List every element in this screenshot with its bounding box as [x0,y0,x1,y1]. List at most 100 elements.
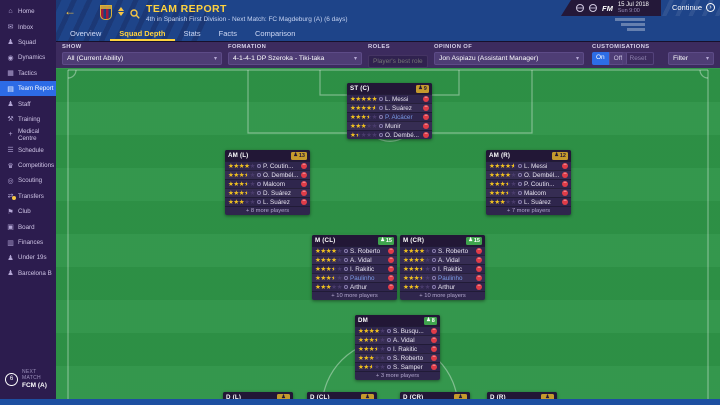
more-players-label[interactable]: + 10 more players [400,291,485,300]
player-name[interactable]: P. Coutin... [524,180,555,188]
player-name[interactable]: P. Coutin... [263,162,294,170]
player-name[interactable]: L. Suárez [524,198,551,206]
globe-icon[interactable] [576,4,584,12]
player-name[interactable]: Arthur [438,283,456,291]
remove-player-icon[interactable]: − [388,265,394,272]
sidebar-item-dynamics[interactable]: ◉ Dynamics [0,50,56,65]
remove-player-icon[interactable]: − [562,171,568,178]
back-button[interactable]: ← [64,4,76,18]
tab-facts[interactable]: Facts [218,29,237,38]
position-card-header[interactable]: AM (R) ♟ 12 [486,150,571,161]
position-card-header[interactable]: D (CR) ♟ [400,392,470,399]
position-card-header[interactable]: ST (C) ♟ 9 [347,83,432,94]
remove-player-icon[interactable]: − [431,327,437,334]
remove-player-icon[interactable]: − [562,162,568,169]
sidebar-item-finances[interactable]: ▥ Finances [0,235,56,250]
show-filter-dropdown[interactable]: All (Current Ability) ▾ [62,52,222,65]
search-icon[interactable] [130,6,140,24]
tab-comparison[interactable]: Comparison [254,29,296,38]
tab-squad-depth[interactable]: Squad Depth [110,27,174,41]
customisations-on-button[interactable]: On [592,52,609,65]
remove-player-icon[interactable]: − [301,162,307,169]
remove-player-icon[interactable]: − [476,256,482,263]
player-name[interactable]: L. Suárez [263,198,290,206]
remove-player-icon[interactable]: − [388,247,394,254]
remove-player-icon[interactable]: − [562,180,568,187]
formation-dropdown[interactable]: 4-1-4-1 DP Szeroka - Tiki-taka ▾ [228,52,362,65]
player-name[interactable]: S. Roberto [350,247,381,255]
profile-icon[interactable] [589,4,597,12]
player-name[interactable]: A. Vidal [438,256,460,264]
remove-player-icon[interactable]: − [476,265,482,272]
remove-player-icon[interactable]: − [423,131,429,138]
sidebar-item-scouting[interactable]: ◎ Scouting [0,173,56,188]
more-players-label[interactable]: + 10 more players [312,291,397,300]
continue-button[interactable]: Continue › [672,3,715,12]
position-card-header[interactable]: D (CL) ♟ [307,392,377,399]
sort-toggle-icon[interactable] [118,7,124,16]
remove-player-icon[interactable]: − [388,283,394,290]
position-card-header[interactable]: M (CR) ♟ 15 [400,235,485,246]
player-name[interactable]: I. Rakitic [393,345,418,353]
sidebar-item-schedule[interactable]: ☰ Schedule [0,143,56,158]
sidebar-item-transfers[interactable]: ⇄ Transfers [0,189,56,204]
player-name[interactable]: P. Alcácer [385,113,413,121]
sidebar-item-training[interactable]: ⚒ Training [0,112,56,127]
player-name[interactable]: I. Rakitic [350,265,375,273]
player-name[interactable]: L. Messi [385,95,409,103]
reset-button[interactable]: Reset [622,52,654,65]
remove-player-icon[interactable]: − [423,122,429,129]
opinion-dropdown[interactable]: Jon Aspiazu (Assistant Manager) ▾ [434,52,584,65]
remove-player-icon[interactable]: − [301,198,307,205]
position-card-header[interactable]: D (R) ♟ [487,392,557,399]
next-match-widget[interactable]: 6 NEXT MATCH FCM (A) [0,369,56,389]
player-name[interactable]: L. Messi [524,162,548,170]
player-name[interactable]: I. Rakitic [438,265,463,273]
player-name[interactable]: A. Vidal [393,336,415,344]
remove-player-icon[interactable]: − [423,113,429,120]
filter-dropdown[interactable]: Filter ▾ [668,52,714,65]
remove-player-icon[interactable]: − [301,171,307,178]
sidebar-item-competitions[interactable]: ♛ Competitions [0,158,56,173]
remove-player-icon[interactable]: − [431,336,437,343]
remove-player-icon[interactable]: − [423,95,429,102]
sidebar-item-inbox[interactable]: ✉ Inbox [0,19,56,34]
remove-player-icon[interactable]: − [562,198,568,205]
remove-player-icon[interactable]: − [431,345,437,352]
sidebar-item-team-report[interactable]: ▤ Team Report [0,80,56,97]
player-name[interactable]: S. Samper [393,363,423,371]
player-name[interactable]: Paulinho [438,274,463,282]
roles-input[interactable] [368,55,428,68]
player-name[interactable]: Arthur [350,283,368,291]
player-name[interactable]: Malcom [524,189,547,197]
more-players-label[interactable]: + 3 more players [355,371,440,380]
remove-player-icon[interactable]: − [301,189,307,196]
sidebar-item-under-19s[interactable]: ♟ Under 19s [0,250,56,265]
sidebar-item-staff[interactable]: ♟ Staff [0,96,56,111]
player-name[interactable]: Munir [385,122,401,130]
player-name[interactable]: S. Busqu... [393,327,424,335]
tab-stats[interactable]: Stats [183,29,201,38]
sidebar-item-home[interactable]: ⌂ Home [0,4,56,19]
more-players-label[interactable]: + 7 more players [486,206,571,215]
sidebar-item-squad[interactable]: ♟ Squad [0,35,56,50]
remove-player-icon[interactable]: − [431,363,437,370]
player-name[interactable]: A. Vidal [350,256,372,264]
player-name[interactable]: O. Dembé... [385,131,419,139]
sidebar-item-club[interactable]: ⚑ Club [0,204,56,219]
remove-player-icon[interactable]: − [301,180,307,187]
player-name[interactable]: Paulinho [350,274,375,282]
position-card-header[interactable]: M (CL) ♟ 15 [312,235,397,246]
sidebar-item-tactics[interactable]: ▦ Tactics [0,66,56,81]
player-name[interactable]: D. Suárez [263,189,291,197]
remove-player-icon[interactable]: − [388,274,394,281]
remove-player-icon[interactable]: − [431,354,437,361]
remove-player-icon[interactable]: − [562,189,568,196]
remove-player-icon[interactable]: − [476,274,482,281]
sidebar-item-board[interactable]: ▣ Board [0,219,56,234]
player-name[interactable]: S. Roberto [438,247,469,255]
sidebar-item-barcelona-b[interactable]: ♟ Barcelona B [0,266,56,281]
player-name[interactable]: Malcom [263,180,286,188]
more-players-label[interactable]: + 8 more players [225,206,310,215]
remove-player-icon[interactable]: − [388,256,394,263]
